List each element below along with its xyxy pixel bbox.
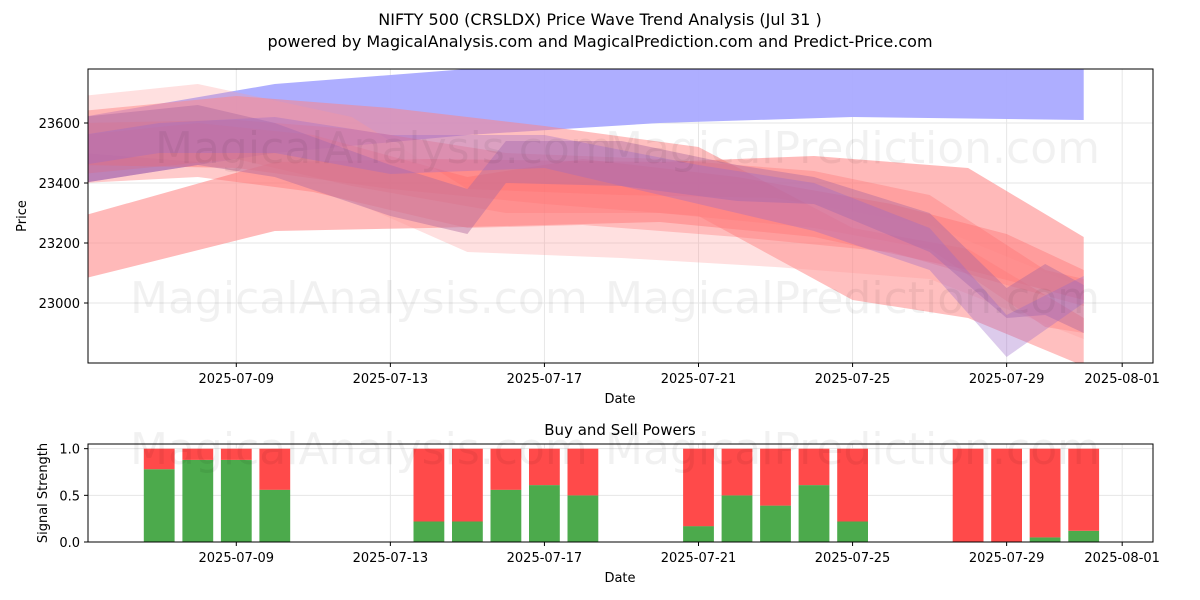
sell-power-bar — [952, 448, 984, 542]
power-y-tick-label: 0.5 — [59, 489, 80, 504]
sell-power-bar — [490, 448, 522, 490]
sell-power-bar — [991, 448, 1022, 542]
power-y-ticks: 0.0 0.5 1.0 — [59, 443, 88, 551]
power-x-tick-label: 2025-07-21 — [661, 551, 737, 566]
price-x-tick-label: 2025-07-29 — [969, 372, 1045, 387]
sell-power-bar — [721, 448, 753, 496]
buy-power-bar — [1029, 537, 1061, 542]
bear-wave-3-band — [88, 123, 1084, 306]
sell-power-bar — [760, 448, 791, 506]
price-y-tick-label: 23200 — [39, 237, 80, 252]
chart-title-line2: powered by MagicalAnalysis.com and Magic… — [267, 32, 932, 51]
watermark-analysis-power: MagicalAnalysis.com — [130, 424, 588, 475]
power-watermarks: MagicalAnalysis.com MagicalPrediction.co… — [130, 424, 1100, 475]
power-y-tick-label: 0.0 — [59, 536, 80, 551]
price-y-tick-label: 23400 — [39, 177, 80, 192]
price-x-axis-label: Date — [604, 392, 635, 407]
power-plot-frame — [87, 443, 1154, 543]
sell-power-bar — [452, 448, 483, 522]
price-plot-frame — [87, 68, 1154, 364]
price-x-tick-label: 2025-07-21 — [661, 372, 737, 387]
power-chart: Buy and Sell Powers MagicalAnalysis.com … — [36, 421, 1160, 586]
sell-power-bar — [837, 448, 868, 522]
buy-power-bar — [143, 469, 175, 542]
sell-power-bar — [259, 448, 291, 490]
buy-power-bar — [567, 495, 599, 542]
bear-wave-5-band — [88, 84, 1084, 339]
price-x-tick-label: 2025-07-09 — [199, 372, 275, 387]
price-y-axis-label: Price — [15, 200, 30, 232]
power-x-tick-label: 2025-07-09 — [199, 551, 275, 566]
mixed-wave-2-band — [88, 117, 1084, 357]
bull-wave-1-band — [88, 69, 1084, 183]
power-x-tick-label: 2025-08-01 — [1084, 551, 1160, 566]
power-x-ticks: 2025-07-09 2025-07-13 2025-07-17 2025-07-21… — [199, 542, 1160, 566]
power-chart-title: Buy and Sell Powers — [544, 421, 696, 439]
mixed-wave-1-band — [88, 105, 1084, 333]
power-x-axis-label: Date — [604, 571, 635, 586]
buy-power-bar — [683, 526, 714, 542]
price-y-tick-label: 23000 — [39, 297, 80, 312]
sell-power-bar — [567, 448, 599, 496]
price-x-tick-label: 2025-08-01 — [1084, 372, 1160, 387]
buy-power-bar — [259, 489, 291, 542]
chart-title-line1: NIFTY 500 (CRSLDX) Price Wave Trend Anal… — [378, 10, 821, 29]
buy-power-bar — [837, 521, 868, 542]
buy-power-bar — [182, 459, 214, 542]
watermark-prediction-power: MagicalPrediction.com — [605, 424, 1100, 475]
power-bars — [143, 448, 1100, 542]
buy-power-bar — [413, 521, 445, 542]
price-x-tick-label: 2025-07-25 — [815, 372, 891, 387]
price-x-tick-label: 2025-07-13 — [353, 372, 429, 387]
bear-wave-2-band — [88, 96, 1084, 363]
sell-power-bar — [220, 448, 252, 460]
power-y-axis-label: Signal Strength — [36, 443, 51, 543]
buy-power-bar — [220, 459, 252, 542]
price-wave-bands — [88, 69, 1084, 363]
buy-power-bar — [1068, 530, 1100, 542]
sell-power-bar — [1068, 448, 1100, 531]
bear-wave-1-band — [88, 156, 1084, 300]
price-x-ticks: 2025-07-09 2025-07-13 2025-07-17 2025-07-21… — [199, 363, 1160, 387]
power-x-tick-label: 2025-07-13 — [353, 551, 429, 566]
watermark-prediction-bottom: MagicalPrediction.com — [605, 273, 1100, 324]
sell-power-bar — [798, 448, 830, 486]
power-x-tick-label: 2025-07-17 — [507, 551, 583, 566]
buy-power-bar — [798, 485, 830, 542]
bear-wave-4-band — [88, 120, 1084, 333]
buy-power-bar — [452, 521, 483, 542]
watermark-analysis-bottom: MagicalAnalysis.com — [130, 273, 588, 324]
sell-power-bar — [683, 448, 714, 527]
price-y-tick-label: 23600 — [39, 117, 80, 132]
sell-power-bar — [413, 448, 445, 522]
sell-power-bar — [1029, 448, 1061, 538]
watermark-analysis-top: MagicalAnalysis.com — [155, 123, 613, 174]
buy-power-bar — [721, 495, 753, 542]
sell-power-bar — [143, 448, 175, 470]
sell-power-bar — [182, 448, 214, 460]
watermark-prediction-top: MagicalPrediction.com — [605, 123, 1100, 174]
price-watermarks: MagicalAnalysis.com MagicalPrediction.co… — [130, 123, 1100, 324]
buy-power-bar — [529, 485, 560, 542]
price-chart: MagicalAnalysis.com MagicalPrediction.co… — [15, 68, 1160, 407]
power-x-tick-label: 2025-07-29 — [969, 551, 1045, 566]
buy-power-bar — [490, 489, 522, 542]
power-x-tick-label: 2025-07-25 — [815, 551, 891, 566]
power-y-tick-label: 1.0 — [59, 443, 80, 458]
buy-power-bar — [760, 505, 791, 542]
price-x-tick-label: 2025-07-17 — [507, 372, 583, 387]
sell-power-bar — [529, 448, 560, 486]
price-y-ticks: 23000 23200 23400 23600 — [39, 117, 88, 312]
